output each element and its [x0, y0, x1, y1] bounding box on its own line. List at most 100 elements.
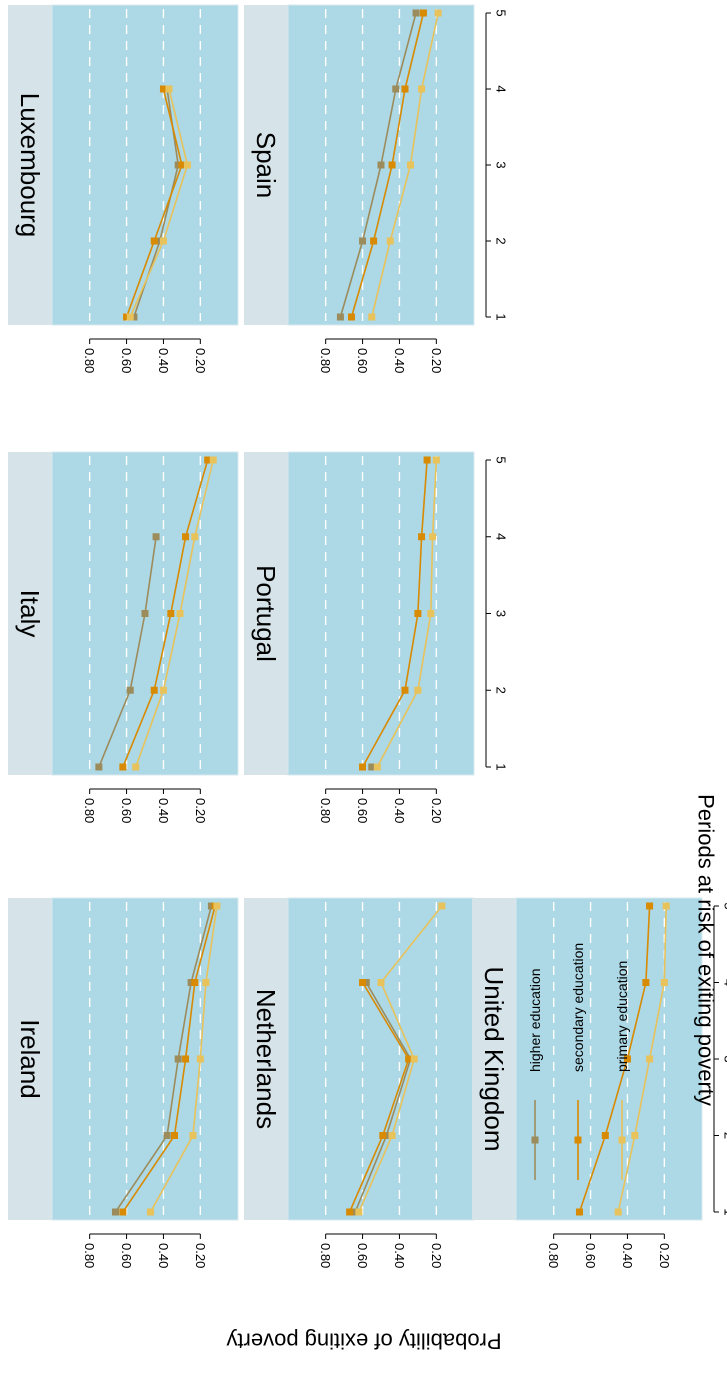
legend-label: secondary education: [570, 943, 586, 1072]
data-point: [213, 903, 220, 910]
value-tick-label: 0.80: [318, 1243, 333, 1268]
period-tick-label: 2: [494, 237, 509, 244]
legend-label: higher education: [527, 968, 543, 1072]
data-point: [401, 86, 408, 93]
panel-title: Ireland: [15, 1019, 45, 1099]
data-point: [413, 10, 420, 17]
panel-title: Spain: [251, 132, 281, 199]
data-point: [348, 314, 355, 321]
data-point: [401, 687, 408, 694]
plot-area: [52, 898, 238, 1220]
data-point: [119, 764, 126, 771]
data-point: [177, 610, 184, 617]
period-tick-label: 5: [494, 9, 509, 16]
value-tick-label: 0.80: [82, 348, 97, 373]
data-point: [414, 687, 421, 694]
data-point: [165, 86, 172, 93]
data-point: [151, 687, 158, 694]
data-point: [359, 238, 366, 245]
period-tick-label: 5: [494, 456, 509, 463]
data-point: [429, 533, 436, 540]
data-point: [418, 86, 425, 93]
value-tick-label: 0.20: [193, 1243, 208, 1268]
period-tick-label: 2: [722, 1132, 727, 1139]
data-point: [175, 1056, 182, 1063]
legend-label: primary education: [614, 961, 630, 1072]
panel-title: Luxembourg: [15, 93, 45, 238]
data-point: [153, 533, 160, 540]
data-point: [182, 1056, 189, 1063]
data-point: [374, 764, 381, 771]
plot-area: [52, 5, 238, 325]
data-point: [646, 903, 653, 910]
data-point: [197, 1056, 204, 1063]
plot-area: [288, 898, 474, 1220]
value-tick-label: 0.60: [119, 348, 134, 373]
data-point: [142, 610, 149, 617]
value-tick-label: 0.60: [355, 1243, 370, 1268]
data-point: [147, 1209, 154, 1216]
value-tick-label: 0.20: [429, 348, 444, 373]
value-tick-label: 0.40: [156, 798, 171, 823]
legend-swatch-point: [575, 1137, 582, 1144]
period-tick-label: 2: [494, 687, 509, 694]
data-point: [95, 764, 102, 771]
data-point: [378, 979, 385, 986]
value-tick-label: 0.60: [355, 798, 370, 823]
value-tick-label: 0.80: [82, 1243, 97, 1268]
period-tick-label: 1: [494, 763, 509, 770]
data-point: [346, 1209, 353, 1216]
data-point: [191, 979, 198, 986]
value-tick-label: 0.40: [620, 1243, 635, 1268]
plot-area: [288, 452, 474, 775]
value-tick-label: 0.40: [392, 1243, 407, 1268]
value-tick-label: 0.40: [156, 348, 171, 373]
data-point: [663, 903, 670, 910]
y-axis-title: Probability of exiting poverty: [226, 1329, 501, 1354]
data-point: [427, 610, 434, 617]
data-point: [370, 238, 377, 245]
period-tick-label: 1: [494, 313, 509, 320]
value-tick-label: 0.80: [318, 348, 333, 373]
data-point: [112, 1209, 119, 1216]
value-tick-label: 0.80: [318, 798, 333, 823]
value-tick-label: 0.60: [119, 798, 134, 823]
period-tick-label: 3: [494, 610, 509, 617]
data-point: [210, 457, 217, 464]
x-axis-title: Periods at risk of exiting poverty: [694, 794, 719, 1106]
panel-title: Portugal: [251, 565, 281, 662]
data-point: [182, 533, 189, 540]
data-point: [435, 10, 442, 17]
plot-area: [516, 898, 702, 1220]
data-point: [359, 764, 366, 771]
data-point: [171, 1132, 178, 1139]
data-point: [433, 457, 440, 464]
value-tick-label: 0.20: [429, 798, 444, 823]
data-point: [418, 533, 425, 540]
data-point: [631, 1132, 638, 1139]
data-point: [615, 1209, 622, 1216]
data-point: [646, 1056, 653, 1063]
data-point: [661, 979, 668, 986]
data-point: [127, 687, 134, 694]
data-point: [414, 610, 421, 617]
data-point: [392, 86, 399, 93]
panel-title: Italy: [15, 590, 45, 638]
period-tick-label: 3: [494, 161, 509, 168]
value-tick-label: 0.20: [657, 1243, 672, 1268]
data-point: [167, 610, 174, 617]
legend-swatch-point: [619, 1137, 626, 1144]
panel-title: United Kingdom: [479, 967, 509, 1152]
data-point: [202, 979, 209, 986]
data-point: [378, 162, 385, 169]
value-tick-label: 0.80: [546, 1243, 561, 1268]
data-point: [119, 1209, 126, 1216]
data-point: [407, 162, 414, 169]
data-point: [420, 10, 427, 17]
period-tick-label: 5: [722, 902, 727, 909]
period-tick-label: 3: [722, 1055, 727, 1062]
value-tick-label: 0.60: [355, 348, 370, 373]
